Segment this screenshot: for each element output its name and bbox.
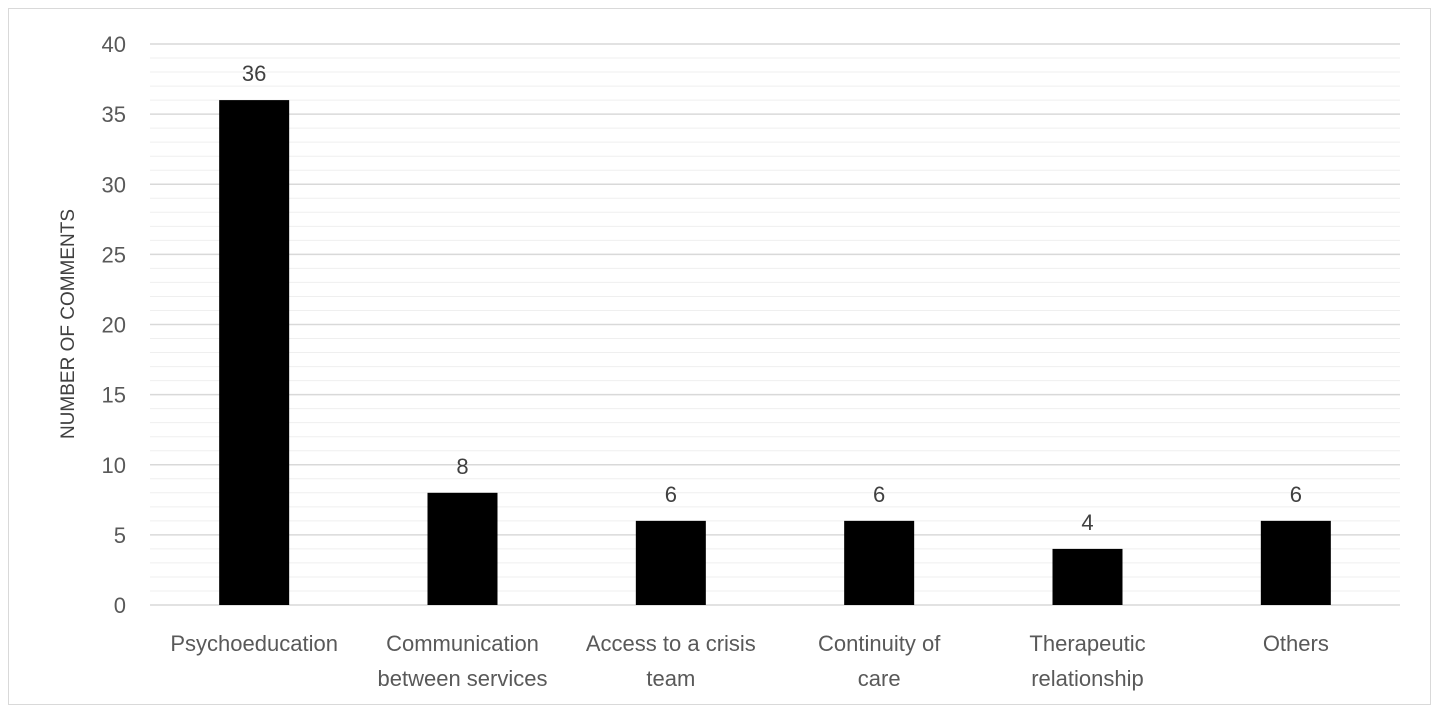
x-category-label: team: [646, 666, 695, 691]
bar: [635, 520, 706, 605]
grid-layer: [150, 43, 1400, 606]
y-tick-label: 25: [102, 242, 126, 267]
x-category-label: Access to a crisis: [586, 631, 756, 656]
data-label: 6: [1290, 482, 1302, 507]
x-category-labels: Psychoeducation Communication between serv…: [170, 631, 1328, 691]
labels-layer: 36 8 6 6 4 6: [242, 61, 1302, 535]
y-tick-label: 20: [102, 313, 126, 338]
x-category-label: care: [858, 666, 901, 691]
y-tick-label: 35: [102, 102, 126, 127]
bar: [1052, 548, 1123, 605]
data-label: 36: [242, 61, 266, 86]
bar: [1260, 520, 1331, 605]
bar: [427, 492, 498, 605]
bar: [844, 520, 915, 605]
y-tick-label: 15: [102, 383, 126, 408]
y-tick-label: 5: [114, 523, 126, 548]
y-axis-label: NUMBER OF COMMENTS: [58, 209, 79, 439]
data-label: 6: [665, 482, 677, 507]
x-category-label: Therapeutic: [1029, 631, 1145, 656]
bar: [219, 100, 290, 605]
x-category-label: Others: [1263, 631, 1329, 656]
y-tick-label: 10: [102, 453, 126, 478]
y-tick-labels: 0 5 10 15 20 25 30 35 40: [102, 32, 126, 618]
data-label: 4: [1081, 510, 1093, 535]
y-tick-label: 30: [102, 172, 126, 197]
data-label: 6: [873, 482, 885, 507]
y-tick-label: 40: [102, 32, 126, 57]
x-category-label: between services: [378, 666, 548, 691]
x-category-label: Continuity of: [818, 631, 941, 656]
x-category-label: relationship: [1031, 666, 1144, 691]
data-label: 8: [456, 454, 468, 479]
bars-layer: [219, 100, 1331, 605]
x-category-label: Psychoeducation: [170, 631, 338, 656]
x-category-label: Communication: [386, 631, 539, 656]
y-tick-label: 0: [114, 593, 126, 618]
